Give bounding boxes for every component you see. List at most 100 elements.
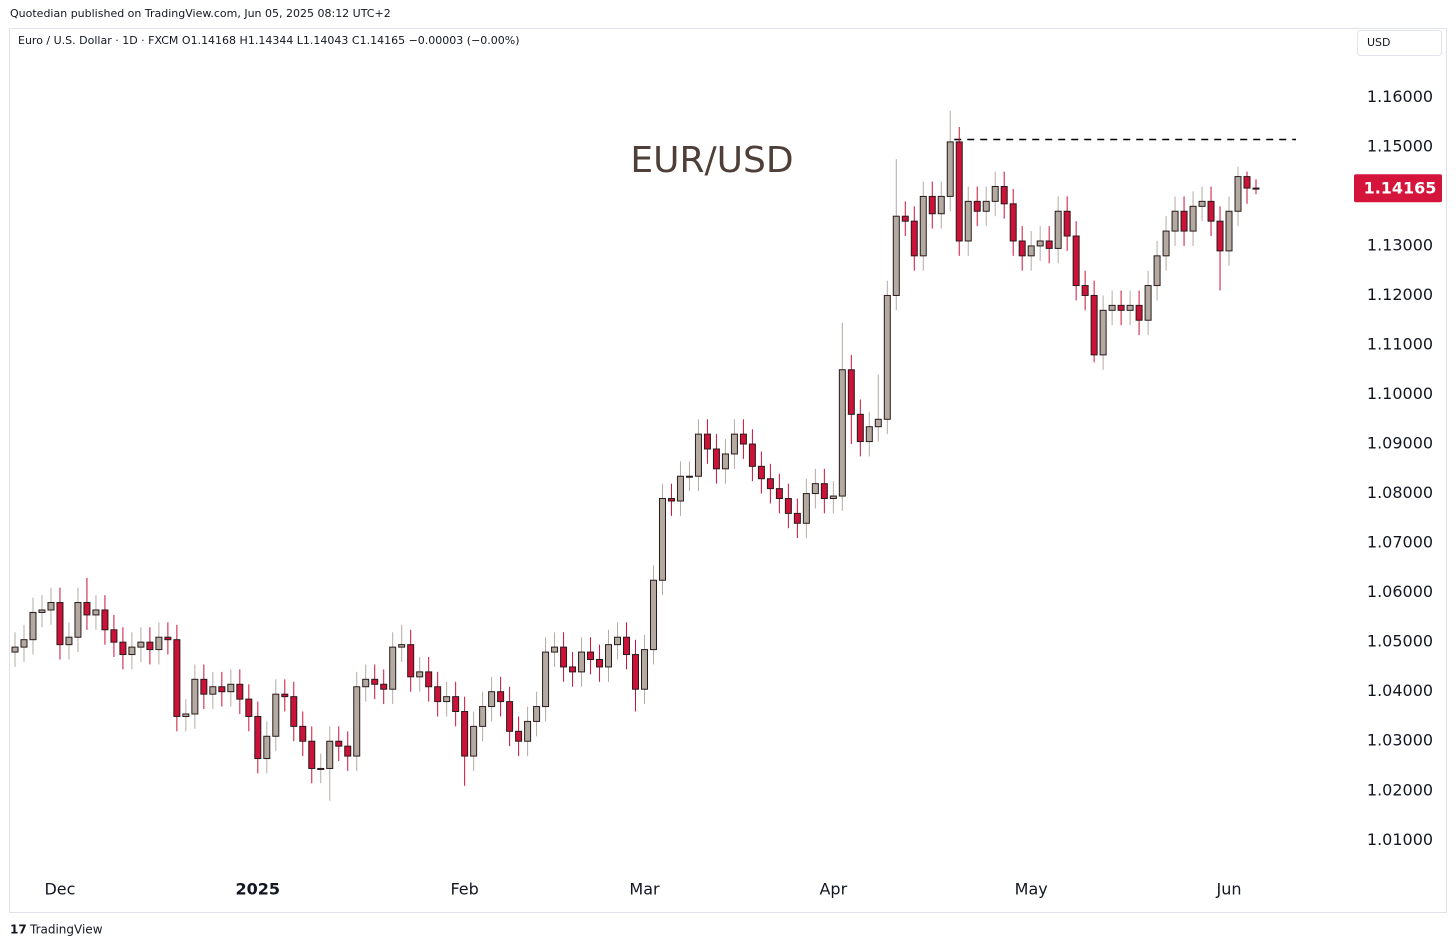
currency-button[interactable]	[1357, 30, 1442, 56]
candle-body	[1234, 176, 1242, 212]
candle-body	[748, 443, 756, 467]
candle-body	[578, 651, 586, 673]
footer-logo: 17	[10, 923, 27, 937]
y-tick-label: 1.06000	[1367, 582, 1433, 601]
candle-body	[1162, 230, 1170, 257]
y-tick-label: 1.09000	[1367, 434, 1433, 453]
candle-body	[1243, 176, 1251, 189]
y-tick-label: 1.05000	[1367, 632, 1433, 651]
candle-body	[596, 659, 604, 668]
candle-body	[910, 220, 918, 257]
currency-label[interactable]: USD	[1367, 36, 1391, 49]
candle-body	[38, 609, 46, 613]
candle-body	[218, 686, 226, 693]
candle-body	[1117, 304, 1125, 311]
candle-body	[380, 683, 388, 690]
last-price-tag	[1354, 174, 1442, 203]
candle-body	[542, 651, 550, 708]
candle-body	[685, 475, 693, 478]
candle-body	[533, 706, 541, 722]
candle-body	[290, 696, 298, 727]
candle-body	[1153, 255, 1161, 287]
candle-body	[398, 644, 406, 648]
candle-body	[676, 475, 684, 502]
candle-body	[416, 671, 424, 678]
candle-body	[299, 725, 307, 742]
candle-body	[991, 185, 999, 202]
candle-body	[209, 686, 217, 695]
y-tick-label: 1.01000	[1367, 830, 1433, 849]
candle-body	[488, 691, 496, 708]
y-tick-label: 1.11000	[1367, 334, 1433, 353]
candle-body	[182, 713, 190, 717]
y-tick-label: 1.04000	[1367, 681, 1433, 700]
candle-body	[335, 740, 343, 747]
candle-body	[92, 609, 100, 616]
candle-body	[272, 693, 280, 737]
candle-body	[29, 611, 37, 641]
candle-body	[479, 706, 487, 727]
y-tick-label: 1.07000	[1367, 533, 1433, 552]
candle-body	[937, 195, 945, 215]
candle-body	[865, 426, 873, 443]
candle-body	[389, 646, 397, 690]
candle-body	[1090, 294, 1098, 356]
y-tick-label: 1.12000	[1367, 285, 1433, 304]
candle-body	[470, 725, 478, 757]
y-tick-label: 1.02000	[1367, 780, 1433, 799]
candle-body	[200, 678, 208, 695]
candle-body	[344, 745, 352, 757]
candle-body	[434, 686, 442, 703]
candle-body	[1009, 203, 1017, 242]
candle-body	[110, 629, 118, 643]
candle-body	[784, 498, 792, 514]
candle-body	[712, 448, 720, 470]
candle-body	[11, 646, 19, 653]
candle-body	[1027, 245, 1035, 257]
candle-body	[928, 195, 936, 215]
y-tick-label: 1.13000	[1367, 235, 1433, 254]
candle-body	[1099, 309, 1107, 356]
candle-body	[254, 715, 262, 760]
candle-body	[694, 433, 702, 477]
candle-body	[838, 369, 846, 497]
candle-body	[1126, 304, 1134, 311]
candle-body	[1072, 235, 1080, 287]
candle-body	[101, 609, 109, 631]
candle-body	[353, 686, 361, 757]
candle-body	[425, 671, 433, 688]
candle-body	[919, 195, 927, 257]
candle-body	[1180, 210, 1188, 232]
candle-body	[640, 649, 648, 690]
candle-body	[1189, 205, 1197, 232]
candle-body	[155, 636, 163, 651]
candle-body	[757, 465, 765, 480]
candle-body	[1252, 187, 1260, 190]
candle-body	[1018, 240, 1026, 257]
symbol-legend: Euro / U.S. Dollar · 1D · FXCM O1.14168 …	[18, 34, 520, 47]
candle-body	[901, 215, 909, 222]
candle-body	[793, 512, 801, 524]
candle-body	[497, 691, 505, 703]
candle-body	[721, 453, 729, 470]
y-tick-label: 1.15000	[1367, 136, 1433, 155]
candle-body	[137, 641, 145, 648]
candle-body	[623, 636, 631, 656]
candle-body	[317, 767, 325, 770]
candle-body	[766, 478, 774, 490]
x-tick-label: Dec	[44, 880, 75, 899]
candle-body	[281, 693, 289, 698]
candle-body	[245, 698, 253, 717]
footer: TradingView	[29, 923, 103, 937]
candle-body	[811, 483, 819, 495]
candle-body	[847, 369, 855, 415]
candle-body	[515, 730, 523, 742]
candle-body	[1171, 210, 1179, 232]
candle-body	[20, 639, 28, 648]
candle-body	[236, 683, 244, 700]
candle-body	[883, 294, 891, 420]
candle-body	[667, 498, 675, 502]
y-tick-label: 1.16000	[1367, 87, 1433, 106]
candle-body	[1207, 200, 1215, 222]
candle-body	[56, 602, 64, 646]
